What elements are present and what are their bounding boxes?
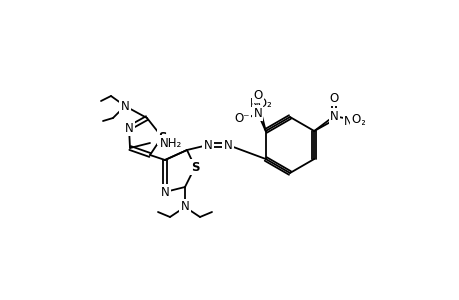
Text: O: O bbox=[351, 112, 360, 125]
Text: NO₂: NO₂ bbox=[249, 97, 272, 110]
Text: N: N bbox=[203, 139, 212, 152]
Text: S: S bbox=[157, 130, 166, 143]
Text: O: O bbox=[252, 88, 262, 101]
Text: N: N bbox=[180, 200, 189, 214]
Text: NH₂: NH₂ bbox=[160, 136, 182, 149]
Text: S: S bbox=[190, 160, 199, 173]
Text: NO₂: NO₂ bbox=[343, 115, 366, 128]
Text: N: N bbox=[120, 100, 129, 112]
Text: O: O bbox=[329, 92, 338, 104]
Text: O⁻: O⁻ bbox=[234, 112, 249, 124]
Text: N: N bbox=[253, 106, 262, 119]
Text: N: N bbox=[329, 110, 338, 122]
Text: N: N bbox=[223, 139, 232, 152]
Text: N: N bbox=[124, 122, 133, 134]
Text: N: N bbox=[160, 185, 169, 199]
